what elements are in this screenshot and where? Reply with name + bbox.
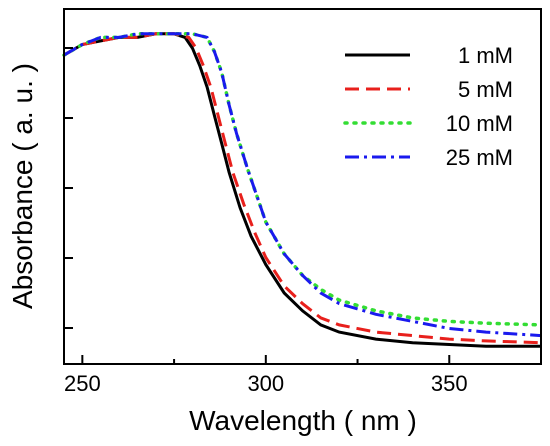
x-tick-label-350: 350	[431, 371, 468, 396]
legend-label-5-mm: 5 mM	[458, 77, 513, 102]
legend-label-10-mm: 10 mM	[446, 111, 513, 136]
plot-frame	[63, 8, 542, 365]
series-line-5-mm	[63, 32, 542, 345]
legend: 1 mM 5 mM 10 mM 25 mM	[343, 43, 513, 170]
legend-label-25-mm: 25 mM	[446, 145, 513, 170]
x-tick-label-250: 250	[64, 371, 101, 396]
x-axis-title: Wavelength ( nm )	[189, 405, 417, 436]
x-tick-label-300: 300	[247, 371, 284, 396]
x-axis-ticks	[81, 355, 542, 364]
legend-label-1-mm: 1 mM	[458, 43, 513, 68]
series-line-1-mm	[63, 32, 541, 348]
y-axis-ticks	[64, 47, 73, 329]
x-axis-tick-labels: 250 300 350	[64, 371, 468, 396]
series-line-25-mm	[63, 32, 542, 338]
y-axis-title: Absorbance ( a. u. )	[7, 63, 38, 309]
series-lines	[62, 32, 543, 348]
